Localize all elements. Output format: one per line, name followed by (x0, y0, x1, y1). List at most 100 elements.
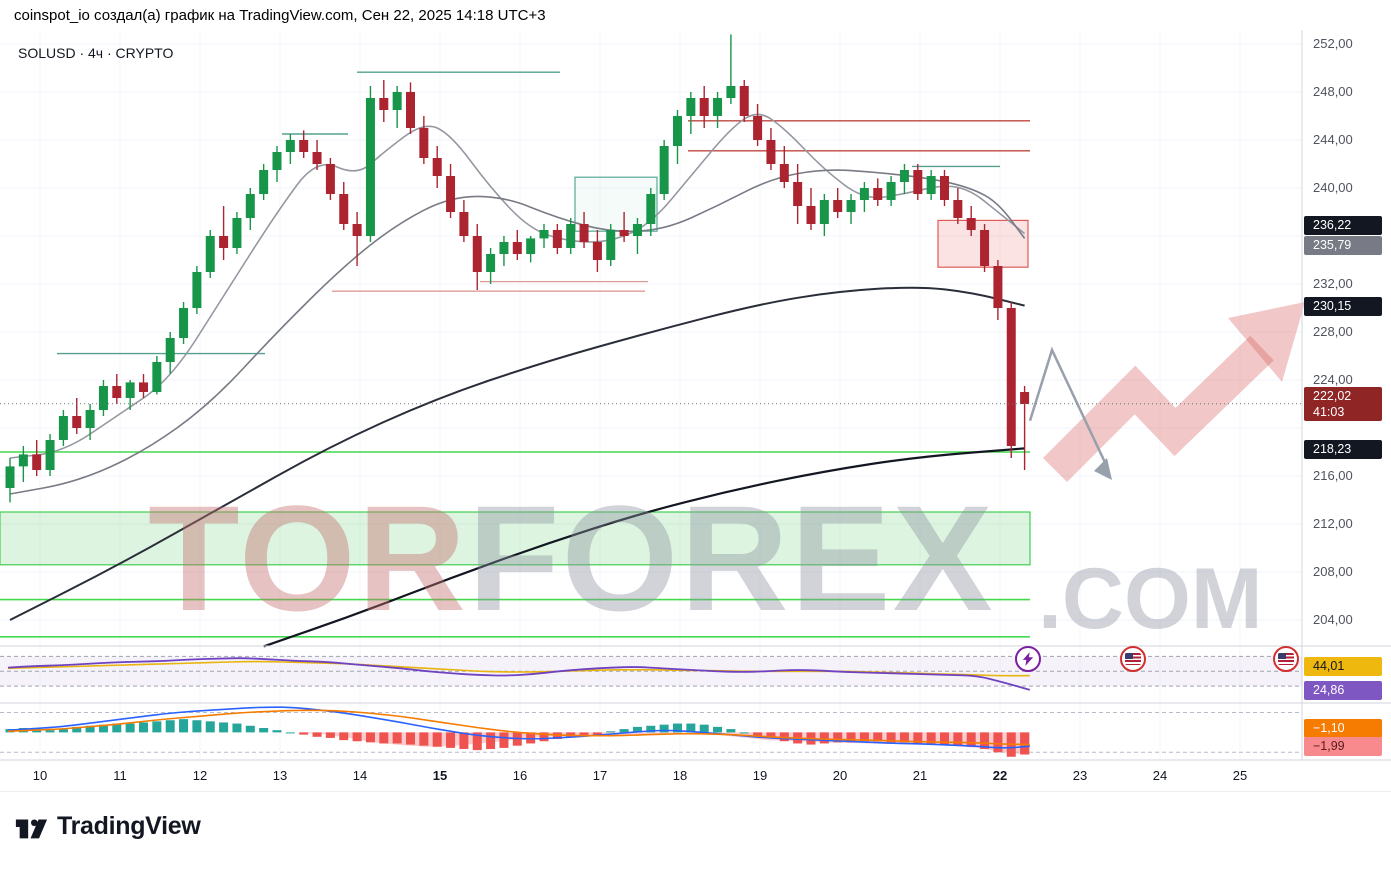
macd-histogram-bar (966, 732, 976, 747)
projection-arrowhead (1094, 458, 1112, 480)
chart-area[interactable]: TORFOREX .COM 10 11 12 13 14 15 16 17 18 19 20 21 22 23… (0, 30, 1391, 790)
macd-histogram-bar (592, 732, 602, 735)
macd-histogram-bar (85, 725, 95, 733)
ma-value-badge: 235,79 (1304, 235, 1382, 255)
time-axis-label: 22 (993, 768, 1007, 783)
candle-body (673, 116, 682, 146)
macd-histogram-bar (365, 732, 375, 743)
time-axis-label: 20 (833, 768, 847, 783)
time-axis-label: 13 (273, 768, 287, 783)
time-axis-label: 10 (33, 768, 47, 783)
time-axis-label: 12 (193, 768, 207, 783)
candle-body (58, 416, 68, 440)
macd-histogram-bar (205, 721, 215, 733)
macd-histogram-bar (245, 725, 255, 733)
macd-histogram-bar (139, 722, 148, 733)
candle-body (1006, 308, 1016, 446)
candle-body (219, 236, 229, 248)
macd-histogram-bar (299, 732, 309, 735)
macd-histogram-bar (579, 732, 589, 736)
candle-body (953, 200, 963, 218)
macd-histogram-bar (819, 732, 829, 744)
signal-line (7, 709, 1030, 746)
flag-canton (1125, 653, 1133, 659)
candle-body (299, 140, 309, 152)
macd-histogram-bar (926, 732, 936, 744)
macd-histogram-bar (753, 732, 763, 736)
candle-body (753, 116, 763, 140)
flash-event-icon[interactable] (1015, 646, 1041, 672)
ma-fast (9, 113, 1026, 459)
candle-body (1020, 392, 1030, 404)
candle-body (819, 200, 829, 224)
tradingview-brand-text: TradingView (57, 812, 201, 840)
time-axis-label: 25 (1233, 768, 1247, 783)
candle-body (205, 236, 215, 272)
candle-body (566, 224, 576, 248)
price-axis[interactable]: 252,00 248,00 244,00 240,00 232,00 228,00 224,… (1302, 30, 1391, 790)
price-chart-canvas[interactable]: TORFOREX .COM 10 11 12 13 14 15 16 17 18 19 20 21 22 23… (0, 30, 1391, 790)
us-flag-icon (1125, 653, 1141, 665)
footer-separator (0, 791, 1391, 792)
candle-body (152, 362, 162, 392)
macd-histogram-bar (272, 730, 282, 733)
candle-body (125, 382, 135, 398)
price-tick-label: 208,00 (1313, 564, 1353, 579)
time-axis-label: 14 (353, 768, 367, 783)
candle-body (632, 224, 642, 236)
candle-body (739, 86, 749, 116)
us-flag-event-icon[interactable] (1273, 646, 1299, 672)
macd-histogram-bar (606, 731, 616, 733)
candle-body (419, 128, 429, 158)
candle-body (406, 92, 415, 128)
macd-histogram-bar (993, 732, 1003, 753)
candle-body (993, 266, 1003, 308)
time-axis-label: 23 (1073, 768, 1087, 783)
watermark-arrow (1042, 335, 1274, 483)
us-flag-icon (1278, 653, 1294, 665)
candle-body (552, 230, 562, 248)
ma-medium (9, 286, 1025, 621)
candle-body (659, 146, 669, 194)
bar-countdown: 41:03 (1313, 404, 1345, 419)
time-axis-label: 24 (1153, 768, 1167, 783)
candle-body (379, 98, 389, 110)
candle-body (285, 140, 295, 152)
macd-histogram-bar (459, 732, 469, 749)
macd-histogram-bar (899, 732, 909, 743)
macd-histogram-bar (873, 732, 883, 742)
us-flag-event-icon[interactable] (1120, 646, 1146, 672)
macd-histogram-bar (352, 732, 362, 742)
candle-body (259, 170, 269, 194)
candle-body (98, 386, 108, 410)
candle-body (833, 200, 843, 212)
candle-body (579, 224, 589, 242)
macd-histogram-bar (179, 719, 189, 733)
chart-attribution: coinspot_io создал(а) график на TradingV… (14, 7, 546, 24)
rsi-line (7, 657, 1031, 691)
teal-box (574, 176, 658, 232)
candle-body (112, 386, 122, 398)
candle-body (859, 188, 869, 200)
watermark-text: TORFOREX (148, 474, 995, 642)
time-axis-label: 15 (433, 768, 447, 783)
macd-histogram-bar (713, 726, 723, 733)
flag-canton (1278, 653, 1286, 659)
candle-body (726, 86, 736, 98)
candle-body (966, 218, 976, 230)
macd-histogram-bar (125, 723, 135, 733)
candle-body (713, 98, 723, 116)
macd-histogram-bar (619, 729, 629, 733)
candle-body (793, 182, 803, 206)
candle-body (472, 236, 482, 272)
candle-body (779, 164, 789, 182)
tradingview-branding[interactable]: TradingView (14, 812, 201, 841)
candle-body (899, 170, 909, 182)
candle-body (940, 176, 949, 200)
candle-body (512, 242, 522, 254)
candle-body (365, 98, 375, 236)
candle-body (32, 454, 42, 470)
macd-histogram-bar (886, 732, 896, 743)
candle-body (232, 218, 242, 248)
candle-body (619, 230, 629, 236)
